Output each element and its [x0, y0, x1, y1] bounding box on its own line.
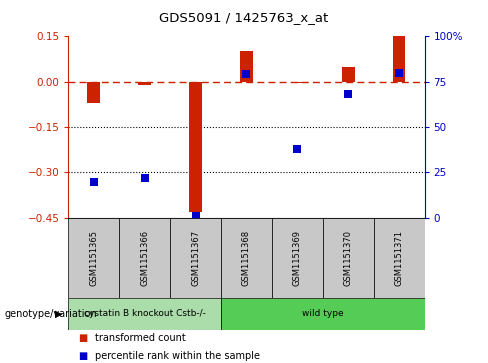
Bar — [291, 82, 304, 83]
Point — [293, 146, 301, 152]
FancyBboxPatch shape — [119, 218, 170, 298]
Bar — [189, 82, 202, 212]
Text: ▶: ▶ — [55, 309, 62, 319]
Text: ■: ■ — [78, 333, 87, 343]
Bar — [393, 36, 406, 82]
Text: transformed count: transformed count — [95, 333, 186, 343]
Text: GDS5091 / 1425763_x_at: GDS5091 / 1425763_x_at — [160, 11, 328, 24]
Text: GSM1151370: GSM1151370 — [344, 230, 353, 286]
FancyBboxPatch shape — [272, 218, 323, 298]
FancyBboxPatch shape — [68, 218, 119, 298]
Bar — [342, 66, 355, 82]
FancyBboxPatch shape — [374, 218, 425, 298]
FancyBboxPatch shape — [221, 298, 425, 330]
Point — [141, 175, 148, 181]
FancyBboxPatch shape — [323, 218, 374, 298]
Text: wild type: wild type — [302, 310, 344, 318]
Point — [345, 91, 352, 97]
Text: GSM1151369: GSM1151369 — [293, 230, 302, 286]
Point — [192, 213, 200, 219]
FancyBboxPatch shape — [221, 218, 272, 298]
Bar — [138, 82, 151, 85]
Text: genotype/variation: genotype/variation — [5, 309, 98, 319]
Text: GSM1151371: GSM1151371 — [395, 230, 404, 286]
Bar — [240, 52, 253, 82]
Text: GSM1151366: GSM1151366 — [140, 230, 149, 286]
Text: GSM1151367: GSM1151367 — [191, 230, 200, 286]
FancyBboxPatch shape — [68, 298, 221, 330]
Text: cystatin B knockout Cstb-/-: cystatin B knockout Cstb-/- — [84, 310, 205, 318]
Point — [395, 70, 403, 76]
Text: percentile rank within the sample: percentile rank within the sample — [95, 351, 260, 361]
Text: ■: ■ — [78, 351, 87, 361]
Point — [90, 179, 98, 184]
Bar — [87, 82, 100, 103]
Point — [243, 72, 250, 77]
Text: GSM1151365: GSM1151365 — [89, 230, 98, 286]
Text: GSM1151368: GSM1151368 — [242, 230, 251, 286]
FancyBboxPatch shape — [170, 218, 221, 298]
